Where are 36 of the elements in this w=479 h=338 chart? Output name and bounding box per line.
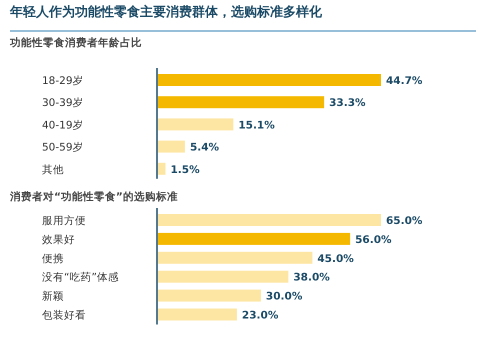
data-label: 23.0% — [242, 310, 279, 322]
y-tick-label: 50-59岁 — [42, 142, 84, 154]
y-tick-label: 18-29岁 — [42, 75, 84, 87]
data-label: 65.0% — [386, 215, 423, 227]
bar — [158, 308, 237, 320]
chart-title: 消费者对“功能性零食”的选购标准 — [9, 190, 178, 203]
data-label: 15.1% — [238, 119, 276, 132]
bar — [158, 214, 381, 226]
data-label: 30.0% — [266, 290, 303, 303]
y-tick-label: 40-19岁 — [42, 119, 84, 132]
data-label: 56.0% — [355, 234, 392, 246]
bar — [158, 252, 312, 264]
y-tick-label: 服用方便 — [42, 214, 86, 227]
bar — [158, 118, 234, 130]
y-tick-label: 新颖 — [42, 290, 64, 303]
bar — [158, 270, 288, 283]
y-tick-label: 30-39岁 — [42, 97, 84, 110]
data-label: 45.0% — [317, 252, 354, 265]
chart-subtitle: 功能性零食消费者年龄占比 — [9, 36, 142, 49]
bar — [158, 290, 261, 302]
y-tick-label: 效果好 — [42, 234, 75, 246]
data-label: 5.4% — [190, 142, 220, 154]
bar — [158, 74, 381, 86]
data-label: 1.5% — [170, 164, 200, 176]
data-label: 38.0% — [293, 272, 330, 284]
y-tick-label: 包装好看 — [42, 308, 86, 322]
bar — [158, 140, 185, 153]
y-tick-label: 没有“吃药”体感 — [42, 270, 119, 284]
chart-title: 年轻人作为功能性零食主要消费群体，选购标准多样化 — [9, 4, 323, 20]
y-tick-label: 其他 — [42, 162, 64, 176]
bar — [158, 96, 324, 108]
y-tick-label: 便携 — [42, 252, 64, 265]
data-label: 44.7% — [386, 75, 423, 87]
bar — [158, 232, 350, 245]
bar — [158, 162, 166, 175]
data-label: 33.3% — [329, 97, 366, 110]
